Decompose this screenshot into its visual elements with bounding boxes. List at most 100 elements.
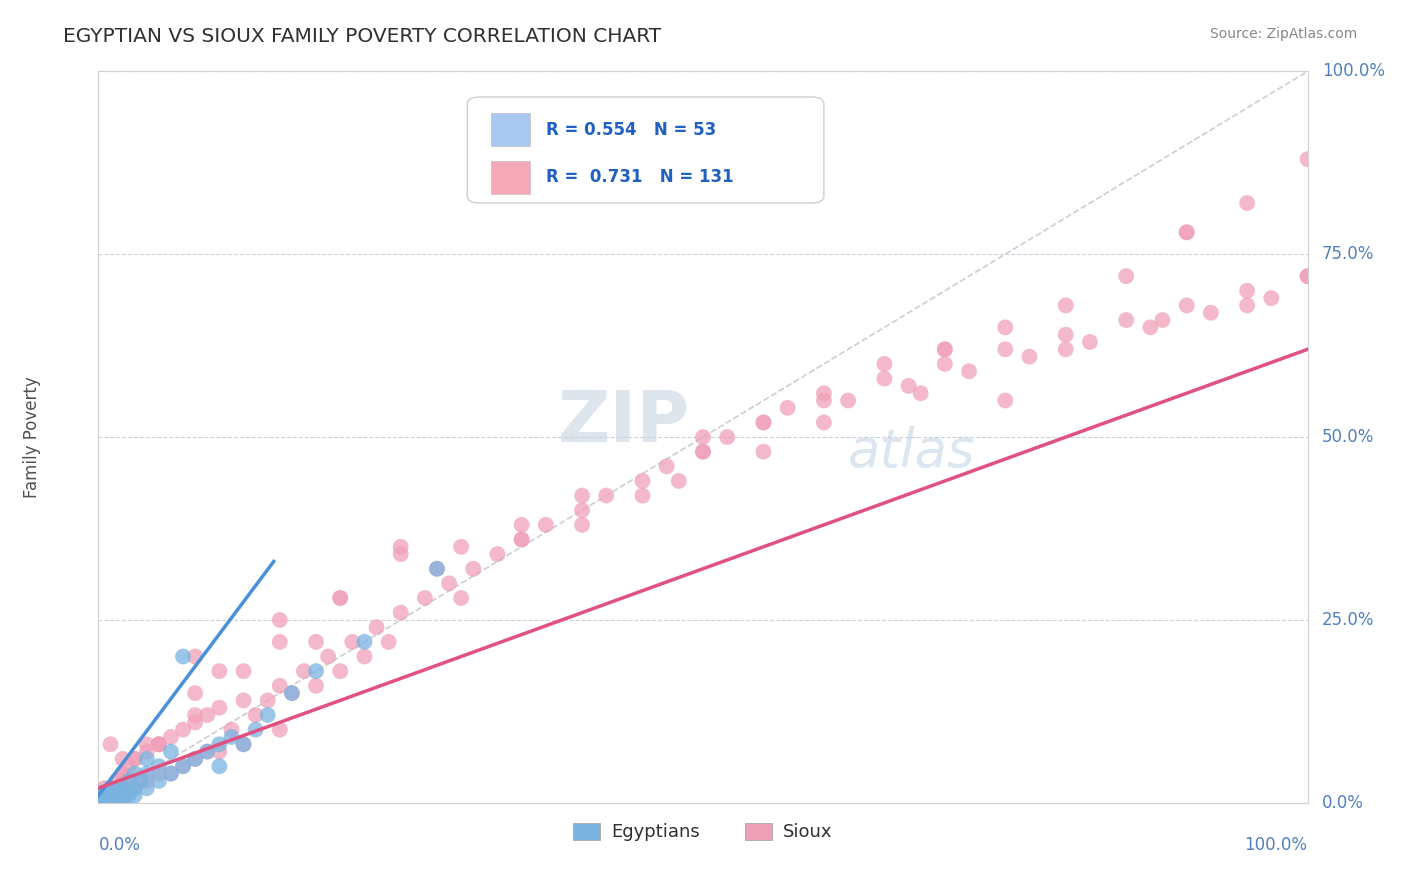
Point [934, 343, 956, 357]
Point [195, 745, 218, 759]
Point [105, 789, 128, 803]
Point [184, 649, 207, 664]
Point [450, 591, 472, 605]
Point [329, 664, 352, 678]
Point [160, 766, 183, 780]
Text: 100.0%: 100.0% [1322, 62, 1385, 80]
Point [124, 752, 146, 766]
Point [232, 693, 254, 707]
Point [87, 792, 110, 806]
Point [160, 745, 183, 759]
Point [1260, 291, 1282, 305]
Point [118, 789, 141, 803]
Point [910, 386, 932, 401]
FancyBboxPatch shape [492, 161, 530, 194]
Point [668, 474, 690, 488]
Text: Source: ZipAtlas.com: Source: ZipAtlas.com [1209, 27, 1357, 41]
Point [124, 766, 146, 780]
Point [195, 745, 218, 759]
Point [160, 766, 183, 780]
Point [595, 489, 617, 503]
Point [208, 745, 231, 759]
Point [93, 781, 115, 796]
Point [366, 620, 388, 634]
Point [93, 789, 115, 803]
Point [994, 393, 1017, 408]
Point [426, 562, 449, 576]
Point [87, 789, 110, 803]
Point [316, 649, 339, 664]
Point [486, 547, 509, 561]
Point [837, 393, 859, 408]
Point [148, 737, 170, 751]
Point [510, 533, 533, 547]
Point [148, 759, 170, 773]
Point [129, 773, 152, 788]
Point [118, 785, 141, 799]
Point [101, 789, 124, 803]
Point [934, 343, 956, 357]
Point [208, 700, 231, 714]
Point [245, 708, 267, 723]
Point [353, 635, 375, 649]
Point [655, 459, 678, 474]
Point [135, 737, 157, 751]
Point [1236, 196, 1258, 211]
Text: ZIP: ZIP [558, 388, 690, 457]
Point [148, 737, 170, 751]
Point [111, 766, 134, 780]
Text: EGYPTIAN VS SIOUX FAMILY POVERTY CORRELATION CHART: EGYPTIAN VS SIOUX FAMILY POVERTY CORRELA… [63, 27, 661, 45]
Point [450, 540, 472, 554]
Point [111, 766, 134, 780]
Point [269, 723, 291, 737]
Point [148, 737, 170, 751]
Point [631, 474, 654, 488]
Point [1236, 284, 1258, 298]
Point [118, 759, 141, 773]
Point [97, 792, 120, 806]
Text: R =  0.731   N = 131: R = 0.731 N = 131 [546, 169, 734, 186]
Point [129, 773, 152, 788]
Point [1236, 298, 1258, 312]
Point [692, 430, 714, 444]
Text: 75.0%: 75.0% [1322, 245, 1375, 263]
Point [97, 789, 120, 803]
Point [281, 686, 304, 700]
Point [245, 723, 267, 737]
Point [752, 416, 775, 430]
Point [1175, 225, 1198, 239]
Point [1054, 327, 1077, 342]
Point [100, 785, 122, 799]
Point [510, 517, 533, 532]
Point [135, 781, 157, 796]
Point [1296, 269, 1319, 284]
Point [256, 693, 278, 707]
Point [97, 796, 120, 810]
Point [571, 517, 593, 532]
Point [389, 540, 412, 554]
Point [342, 635, 364, 649]
Point [93, 785, 115, 799]
Point [135, 766, 157, 780]
Point [105, 789, 128, 803]
Point [208, 737, 231, 751]
Point [269, 679, 291, 693]
Point [377, 635, 399, 649]
Point [135, 745, 157, 759]
Point [813, 393, 835, 408]
Point [1054, 343, 1077, 357]
Point [752, 416, 775, 430]
Point [1115, 269, 1137, 284]
Point [118, 773, 141, 788]
Point [631, 489, 654, 503]
Point [232, 664, 254, 678]
Point [873, 371, 896, 385]
Point [389, 547, 412, 561]
Point [232, 737, 254, 751]
Point [353, 649, 375, 664]
Point [389, 606, 412, 620]
Text: R = 0.554   N = 53: R = 0.554 N = 53 [546, 121, 716, 139]
Point [897, 379, 920, 393]
Point [195, 708, 218, 723]
Point [813, 416, 835, 430]
